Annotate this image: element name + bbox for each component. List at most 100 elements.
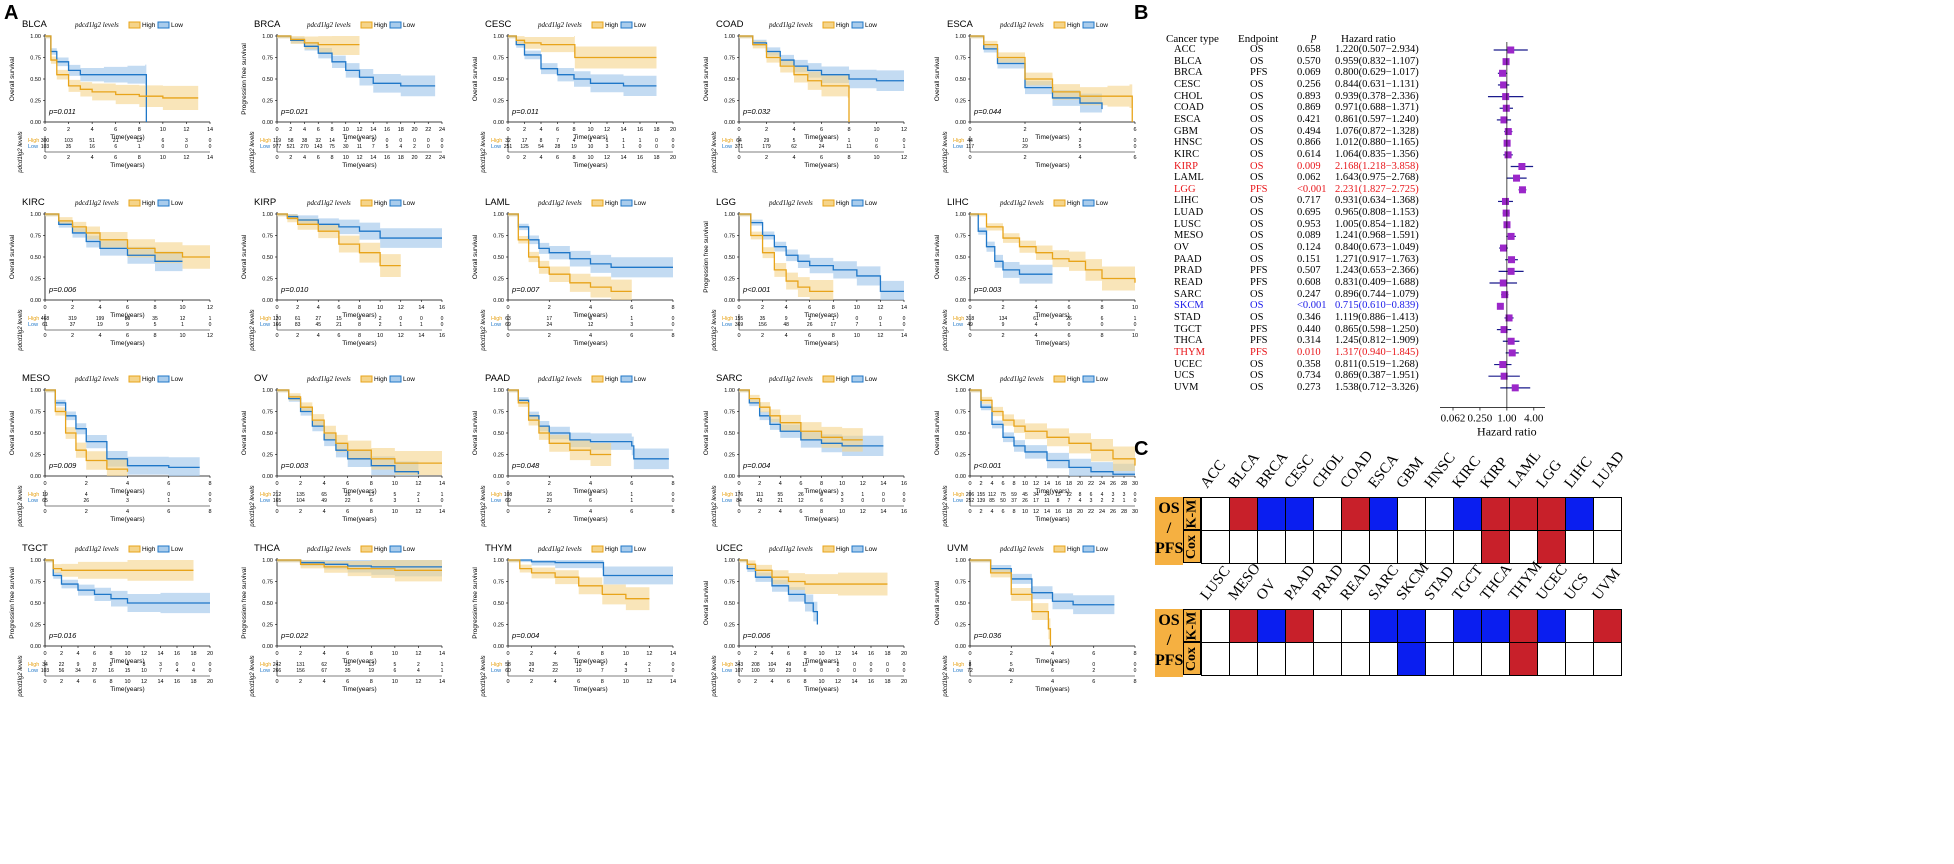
- legend-high-swatch: [1053, 375, 1066, 383]
- forest-endpoint: OS: [1250, 125, 1264, 137]
- heatmap-row-label-text: Cox: [1184, 646, 1199, 671]
- risk-low-count: 10: [588, 144, 594, 150]
- forest-p-value: 0.734: [1297, 370, 1321, 382]
- risk-x-tick-label: 8: [358, 333, 361, 339]
- risk-low-count: 0: [853, 668, 856, 674]
- risk-x-tick-label: 14: [851, 679, 857, 685]
- x-tick-label: 16: [901, 481, 907, 487]
- x-tick-label: 24: [439, 127, 445, 133]
- risk-high-count: 19: [42, 492, 48, 498]
- y-tick-label: 0.75: [30, 234, 41, 240]
- forest-hr-text: 2.231(1.827−2.725): [1335, 183, 1419, 195]
- risk-high-count: 34: [1033, 492, 1039, 498]
- forest-cancer-type: THYM: [1174, 346, 1205, 358]
- risk-low-count: 1: [167, 498, 170, 504]
- heatmap-side-pfs: PFS: [1155, 540, 1184, 557]
- risk-x-tick-label: 4: [554, 679, 557, 685]
- risk-x-tick-label: 14: [418, 333, 424, 339]
- forest-p-value: 0.089: [1297, 230, 1321, 242]
- km-xlabel: Time(years): [110, 488, 144, 495]
- km-ylabel: Overall survival: [241, 410, 248, 455]
- risk-table: pdcd1lg2 levels HighLow468610319372199194…: [18, 309, 213, 351]
- p-value: p=0.004: [511, 631, 539, 640]
- risk-ylabel: pdcd1lg2 levels: [712, 131, 718, 173]
- risk-low-count: 0: [903, 322, 906, 328]
- risk-xlabel: Time(years): [342, 686, 376, 693]
- forest-endpoint: OS: [1250, 230, 1264, 242]
- forest-hr-marker: [1502, 209, 1510, 217]
- x-tick-label: 24: [1099, 481, 1105, 487]
- risk-x-tick-label: 4: [126, 509, 129, 515]
- risk-low-count: 156: [758, 322, 767, 328]
- risk-low-count: 521: [287, 144, 296, 150]
- km-svg: CESC pdcd1lg2 levels High Low 0.00 0.25 0.50 0.…: [472, 19, 676, 141]
- x-tick-label: 0: [737, 127, 740, 133]
- km-legend-title: pdcd1lg2 levels: [74, 375, 119, 383]
- km-svg: UCEC pdcd1lg2 levels High Low 0.00 0.25 0.50 0.…: [703, 543, 907, 665]
- risk-low-count: 12: [798, 498, 804, 504]
- heatmap-side-label: OS / PFS: [1155, 497, 1183, 565]
- forest-endpoint: OS: [1250, 44, 1264, 55]
- risk-high-count: 35: [152, 316, 158, 322]
- risk-x-tick-label: 8: [832, 333, 835, 339]
- km-plot-thym: THYM pdcd1lg2 levels High Low 0.00 0.25 0.50 0.…: [463, 528, 685, 742]
- x-tick-label: 10: [1022, 481, 1028, 487]
- y-tick-label: 0.50: [955, 431, 966, 437]
- risk-high-count: 4: [573, 138, 576, 144]
- risk-x-tick-label: 8: [1012, 509, 1015, 515]
- high-survival-curve: [508, 559, 650, 600]
- risk-x-tick-label: 2: [523, 155, 526, 161]
- legend-low-label: Low: [634, 546, 646, 553]
- risk-high-label: High: [28, 316, 39, 322]
- risk-x-tick-label: 10: [160, 155, 166, 161]
- risk-high-count: 15: [802, 662, 808, 668]
- risk-high-count: 0: [855, 316, 858, 322]
- legend-high-swatch: [591, 375, 604, 383]
- risk-low-count: 270: [300, 144, 309, 150]
- legend-low-label: Low: [1096, 376, 1108, 383]
- risk-table: pdcd1lg2 levels HighLow586003942225224121…: [481, 655, 676, 697]
- risk-x-tick-label: 6: [93, 679, 96, 685]
- heatmap-cell-cox-laml: [1509, 530, 1538, 564]
- forest-cancer-type: BLCA: [1174, 55, 1203, 67]
- risk-xlabel: Time(years): [573, 686, 607, 693]
- y-tick-label: 0.75: [262, 580, 273, 586]
- risk-low-label: Low: [953, 498, 963, 504]
- risk-low-label: Low: [260, 144, 270, 150]
- risk-high-count: 1: [209, 316, 212, 322]
- risk-low-count: 35: [345, 668, 351, 674]
- legend-low-swatch: [620, 21, 633, 29]
- risk-x-tick-label: 16: [439, 333, 445, 339]
- risk-low-count: 29: [1022, 144, 1028, 150]
- risk-low-label: Low: [260, 498, 270, 504]
- y-tick-label: 0.00: [262, 474, 273, 480]
- x-tick-label: 0: [968, 481, 971, 487]
- x-tick-label: 0: [737, 481, 740, 487]
- km-plot-brca: BRCA pdcd1lg2 levels High Low 0.00 0.25 0.50 0.…: [232, 4, 454, 218]
- km-legend-title: pdcd1lg2 levels: [537, 199, 582, 207]
- risk-low-count: 5: [386, 144, 389, 150]
- low-survival-curve: [739, 213, 904, 293]
- forest-endpoint: OS: [1250, 242, 1264, 254]
- risk-high-count: 59: [1011, 492, 1017, 498]
- forest-hr-marker: [1508, 349, 1516, 357]
- risk-high-count: 3: [159, 662, 162, 668]
- risk-x-tick-label: 8: [330, 155, 333, 161]
- legend-high-label: High: [374, 22, 388, 29]
- legend-low-swatch: [851, 199, 864, 207]
- risk-high-count: 12: [576, 662, 582, 668]
- legend-high-label: High: [605, 546, 619, 553]
- p-value: p=0.009: [48, 461, 77, 470]
- km-xlabel: Time(years): [804, 134, 838, 141]
- high-survival-curve: [970, 35, 1133, 122]
- risk-high-count: 26: [798, 492, 804, 498]
- risk-low-count: 28: [555, 144, 561, 150]
- x-tick-label: 14: [439, 481, 445, 487]
- legend-high-swatch: [1053, 21, 1066, 29]
- high-ci-band: [739, 560, 888, 598]
- risk-x-tick-label: 4: [589, 333, 592, 339]
- risk-low-count: 369: [735, 322, 744, 328]
- km-plot-uvm: UVM pdcd1lg2 levels High Low 0.00 0.25 0.50 0.7…: [925, 528, 1147, 742]
- legend-low-swatch: [1082, 545, 1095, 553]
- km-legend-title: pdcd1lg2 levels: [74, 545, 119, 553]
